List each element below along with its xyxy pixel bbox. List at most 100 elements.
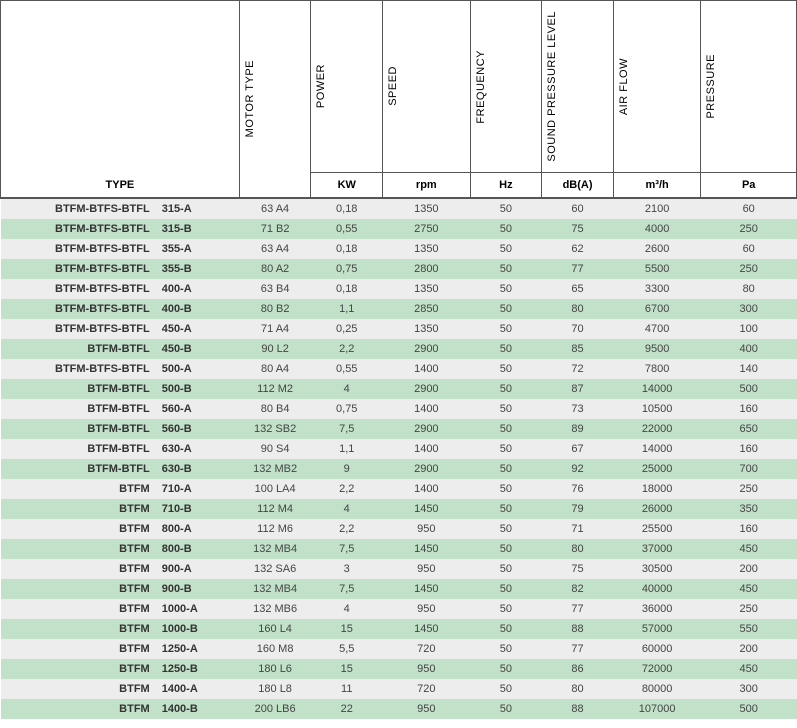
cell-power: 15 <box>311 619 383 639</box>
cell-freq: 50 <box>470 339 542 359</box>
cell-speed: 1350 <box>383 279 471 299</box>
cell-model: 630-A <box>160 439 240 459</box>
col-header-label: AIR FLOW <box>614 48 634 125</box>
cell-model: 400-A <box>160 279 240 299</box>
cell-freq: 50 <box>470 479 542 499</box>
cell-airflow: 26000 <box>613 499 701 519</box>
spec-table: TYPE MOTOR TYPEPOWERSPEEDFREQUENCYSOUND … <box>0 0 797 719</box>
table-row: BTFM-BTFS-BTFL400-A63 B40,18135050653300… <box>1 279 797 299</box>
cell-airflow: 22000 <box>613 419 701 439</box>
cell-power: 15 <box>311 659 383 679</box>
cell-motor: 71 B2 <box>239 219 311 239</box>
cell-series: BTFM-BTFL <box>1 439 160 459</box>
cell-motor: 80 A4 <box>239 359 311 379</box>
cell-power: 0,18 <box>311 198 383 219</box>
cell-freq: 50 <box>470 459 542 479</box>
cell-motor: 63 A4 <box>239 198 311 219</box>
cell-motor: 90 L2 <box>239 339 311 359</box>
cell-series: BTFM-BTFS-BTFL <box>1 359 160 379</box>
cell-sound: 73 <box>542 399 614 419</box>
cell-sound: 75 <box>542 219 614 239</box>
col-unit: rpm <box>383 172 471 198</box>
cell-power: 3 <box>311 559 383 579</box>
cell-model: 500-B <box>160 379 240 399</box>
col-unit: m³/h <box>613 172 701 198</box>
cell-sound: 88 <box>542 699 614 719</box>
table-row: BTFM1400-B200 LB6229505088107000500 <box>1 699 797 719</box>
cell-motor: 132 MB6 <box>239 599 311 619</box>
table-row: BTFM710-A100 LA42,21400507618000250 <box>1 479 797 499</box>
cell-power: 0,55 <box>311 359 383 379</box>
cell-airflow: 3300 <box>613 279 701 299</box>
cell-sound: 70 <box>542 319 614 339</box>
cell-sound: 75 <box>542 559 614 579</box>
cell-airflow: 6700 <box>613 299 701 319</box>
table-row: BTFM-BTFL630-B132 MB292900509225000700 <box>1 459 797 479</box>
cell-pressure: 60 <box>701 239 797 259</box>
cell-airflow: 9500 <box>613 339 701 359</box>
cell-motor: 112 M4 <box>239 499 311 519</box>
col-header: SPEED <box>383 1 471 173</box>
cell-airflow: 107000 <box>613 699 701 719</box>
cell-airflow: 7800 <box>613 359 701 379</box>
cell-speed: 2900 <box>383 459 471 479</box>
cell-power: 0,55 <box>311 219 383 239</box>
cell-sound: 71 <box>542 519 614 539</box>
cell-speed: 2900 <box>383 419 471 439</box>
cell-airflow: 18000 <box>613 479 701 499</box>
cell-freq: 50 <box>470 599 542 619</box>
cell-model: 710-B <box>160 499 240 519</box>
cell-airflow: 72000 <box>613 659 701 679</box>
cell-speed: 2900 <box>383 379 471 399</box>
cell-motor: 132 MB4 <box>239 539 311 559</box>
cell-airflow: 80000 <box>613 679 701 699</box>
cell-sound: 88 <box>542 619 614 639</box>
cell-model: 355-A <box>160 239 240 259</box>
cell-sound: 87 <box>542 379 614 399</box>
cell-airflow: 10500 <box>613 399 701 419</box>
cell-power: 11 <box>311 679 383 699</box>
cell-pressure: 250 <box>701 259 797 279</box>
table-body: BTFM-BTFS-BTFL315-A63 A40,18135050602100… <box>1 198 797 719</box>
cell-power: 2,2 <box>311 519 383 539</box>
table-row: BTFM-BTFS-BTFL500-A80 A40,55140050727800… <box>1 359 797 379</box>
cell-sound: 89 <box>542 419 614 439</box>
cell-pressure: 550 <box>701 619 797 639</box>
cell-freq: 50 <box>470 259 542 279</box>
cell-series: BTFM-BTFL <box>1 419 160 439</box>
col-unit: dB(A) <box>542 172 614 198</box>
cell-pressure: 650 <box>701 419 797 439</box>
cell-sound: 67 <box>542 439 614 459</box>
cell-pressure: 250 <box>701 479 797 499</box>
cell-sound: 92 <box>542 459 614 479</box>
col-header: MOTOR TYPE <box>239 1 311 198</box>
cell-freq: 50 <box>470 539 542 559</box>
cell-speed: 950 <box>383 519 471 539</box>
cell-freq: 50 <box>470 679 542 699</box>
cell-freq: 50 <box>470 559 542 579</box>
cell-pressure: 140 <box>701 359 797 379</box>
cell-motor: 100 LA4 <box>239 479 311 499</box>
cell-power: 1,1 <box>311 439 383 459</box>
cell-series: BTFM <box>1 499 160 519</box>
col-header: PRESSURE <box>701 1 797 173</box>
col-header: AIR FLOW <box>613 1 701 173</box>
cell-speed: 2850 <box>383 299 471 319</box>
table-row: BTFM-BTFS-BTFL450-A71 A40,25135050704700… <box>1 319 797 339</box>
cell-motor: 132 MB4 <box>239 579 311 599</box>
col-header-label: FREQUENCY <box>471 40 491 134</box>
cell-motor: 132 MB2 <box>239 459 311 479</box>
cell-sound: 77 <box>542 639 614 659</box>
col-unit: KW <box>311 172 383 198</box>
cell-model: 1000-A <box>160 599 240 619</box>
table-row: BTFM710-B112 M441450507926000350 <box>1 499 797 519</box>
cell-motor: 160 M8 <box>239 639 311 659</box>
cell-power: 0,18 <box>311 279 383 299</box>
cell-pressure: 250 <box>701 219 797 239</box>
cell-speed: 1350 <box>383 198 471 219</box>
cell-motor: 132 SA6 <box>239 559 311 579</box>
table-row: BTFM1400-A180 L811720508080000300 <box>1 679 797 699</box>
cell-motor: 80 B4 <box>239 399 311 419</box>
cell-model: 1400-A <box>160 679 240 699</box>
cell-pressure: 100 <box>701 319 797 339</box>
